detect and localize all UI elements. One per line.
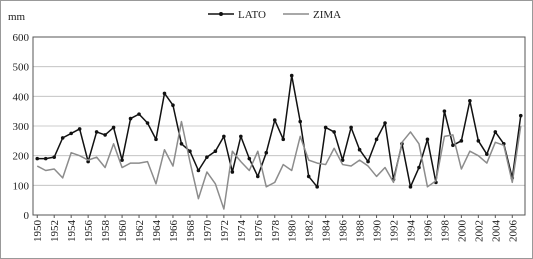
legend-label: ZIMA — [313, 9, 341, 21]
point — [111, 125, 116, 130]
x-tick-label: 1950 — [32, 220, 44, 243]
point — [213, 149, 218, 154]
point — [425, 137, 430, 142]
point — [94, 130, 99, 134]
point — [459, 139, 464, 143]
x-tick-label: 1984 — [321, 220, 333, 243]
x-tick-label: 2006 — [507, 220, 519, 243]
point — [120, 158, 124, 162]
y-tick-label: 400 — [13, 91, 30, 103]
point — [340, 158, 345, 162]
x-tick-label: 1990 — [372, 220, 384, 243]
y-axis-label: mm — [8, 11, 26, 23]
point — [247, 156, 252, 161]
x-tick-label: 1974 — [236, 220, 248, 243]
point — [315, 185, 319, 189]
x-tick-label: 1972 — [219, 220, 231, 242]
point — [255, 174, 260, 179]
plot-frame — [32, 36, 526, 216]
point — [137, 112, 141, 116]
x-tick-label: 1980 — [287, 220, 299, 243]
x-tick-label: 1996 — [422, 220, 434, 243]
x-tick-label: 1998 — [439, 220, 451, 243]
point — [306, 174, 311, 179]
point — [298, 119, 303, 124]
y-tick-label: 500 — [13, 62, 30, 74]
x-tick-label: 1976 — [253, 220, 265, 243]
point — [366, 159, 370, 164]
point — [493, 130, 498, 134]
x-tick-label: 1978 — [270, 220, 282, 243]
x-tick-label: 2002 — [473, 220, 485, 242]
x-tick-label: 2004 — [490, 220, 502, 243]
y-tick-label: 300 — [13, 121, 30, 133]
legend-marker — [219, 12, 223, 16]
point — [205, 155, 209, 159]
point — [323, 125, 328, 130]
x-tick-label: 1994 — [405, 220, 417, 243]
point — [332, 130, 336, 134]
point — [468, 98, 472, 103]
x-tick-label: 1968 — [185, 220, 197, 243]
point — [162, 91, 167, 96]
point — [35, 156, 40, 161]
x-tick-label: 1958 — [100, 220, 112, 243]
point — [69, 131, 73, 136]
y-tick-label: 600 — [13, 32, 30, 44]
point — [264, 150, 269, 155]
point — [128, 116, 133, 121]
x-tick-label: 1962 — [134, 220, 146, 242]
point — [145, 121, 150, 125]
y-tick-label: 100 — [13, 180, 30, 192]
y-tick-label: 0 — [24, 210, 30, 222]
point — [442, 109, 447, 113]
point — [86, 159, 90, 164]
line — [37, 74, 522, 188]
line — [36, 120, 522, 210]
point — [103, 133, 107, 137]
point — [179, 142, 184, 146]
x-tick-label: 1966 — [168, 220, 180, 243]
point — [77, 127, 82, 131]
point — [196, 168, 201, 173]
point — [154, 137, 158, 142]
point — [518, 113, 523, 118]
point — [451, 143, 455, 148]
x-tick-label: 1970 — [202, 220, 214, 243]
x-tick-label: 1964 — [151, 220, 163, 243]
point — [272, 118, 277, 122]
point — [485, 152, 489, 156]
point — [43, 156, 48, 161]
point — [408, 185, 413, 189]
point — [281, 137, 286, 142]
point — [357, 147, 362, 152]
x-tick-label: 1954 — [66, 220, 78, 243]
x-tick-label: 1986 — [338, 220, 350, 243]
point — [289, 73, 294, 78]
y-tick-label: 200 — [13, 151, 30, 163]
point — [383, 121, 387, 125]
x-tick-label: 1952 — [49, 220, 61, 242]
x-tick-label: 1992 — [389, 220, 401, 242]
legend-label: LATO — [238, 9, 266, 21]
point — [417, 165, 421, 170]
point — [188, 149, 192, 154]
x-tick-label: 1956 — [83, 220, 95, 243]
point — [239, 134, 243, 139]
point — [52, 155, 57, 159]
x-tick-label: 2000 — [456, 220, 468, 243]
x-tick-label: 1988 — [355, 220, 367, 243]
point — [60, 136, 65, 140]
point — [230, 170, 235, 174]
x-tick-label: 1982 — [304, 220, 316, 242]
point — [374, 137, 379, 142]
x-tick-label: 1960 — [117, 220, 129, 243]
point — [222, 134, 226, 139]
point — [349, 125, 353, 130]
point — [476, 139, 481, 143]
point — [171, 103, 175, 108]
